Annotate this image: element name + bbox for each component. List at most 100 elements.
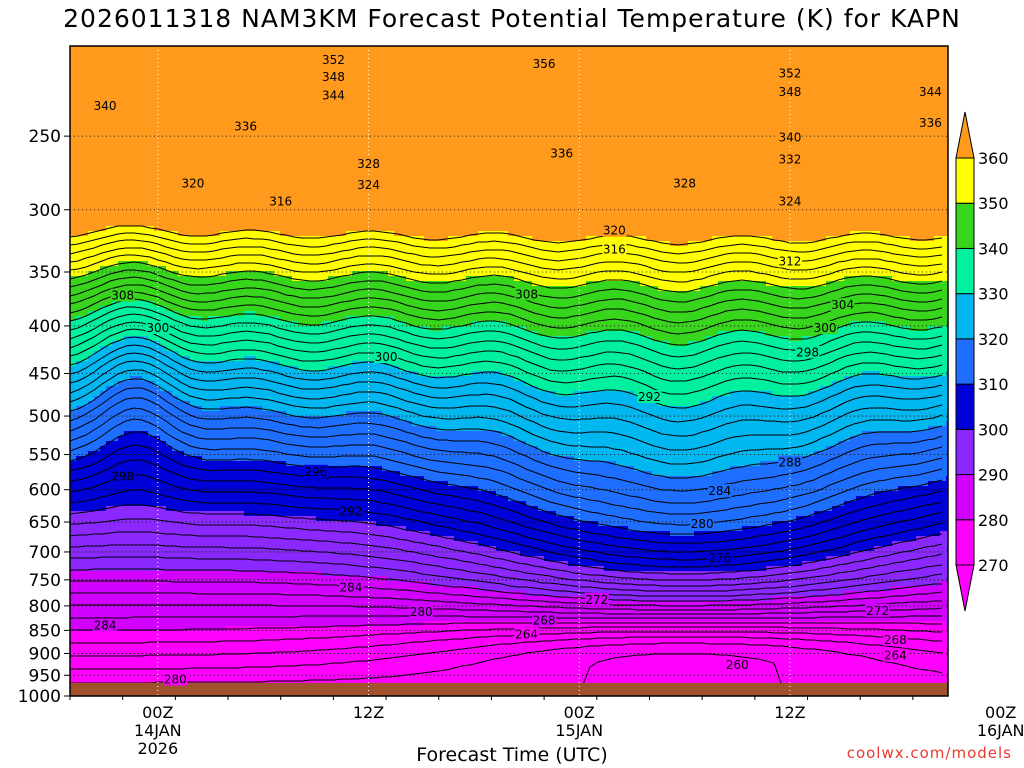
- field-cell: [634, 161, 641, 167]
- field-cell: [640, 156, 647, 162]
- field-cell: [178, 101, 185, 107]
- field-cell: [148, 131, 155, 137]
- field-cell: [154, 96, 161, 102]
- field-cell: [436, 96, 443, 102]
- field-cell: [76, 161, 83, 167]
- field-cell: [472, 81, 479, 87]
- field-cell: [178, 211, 185, 217]
- field-cell: [928, 196, 935, 202]
- field-cell: [160, 96, 167, 102]
- field-cell: [922, 191, 929, 197]
- field-cell: [754, 141, 761, 147]
- field-cell: [118, 156, 125, 162]
- field-cell: [484, 201, 491, 207]
- field-cell: [160, 196, 167, 202]
- field-cell: [406, 131, 413, 137]
- field-cell: [712, 156, 719, 162]
- field-cell: [244, 76, 251, 82]
- field-cell: [634, 191, 641, 197]
- field-cell: [130, 86, 137, 92]
- field-cell: [466, 191, 473, 197]
- field-cell: [184, 81, 191, 87]
- field-cell: [886, 166, 893, 172]
- field-cell: [676, 111, 683, 117]
- field-cell: [244, 86, 251, 92]
- field-cell: [922, 61, 929, 67]
- field-cell: [778, 116, 785, 122]
- field-cell: [502, 201, 509, 207]
- field-cell: [208, 131, 215, 137]
- field-cell: [586, 116, 593, 122]
- field-cell: [514, 131, 521, 137]
- field-cell: [256, 86, 263, 92]
- field-cell: [538, 96, 545, 102]
- field-cell: [826, 136, 833, 142]
- field-cell: [712, 186, 719, 192]
- field-cell: [850, 116, 857, 122]
- field-cell: [628, 151, 635, 157]
- field-cell: [820, 101, 827, 107]
- field-cell: [814, 146, 821, 152]
- field-cell: [898, 146, 905, 152]
- field-cell: [532, 191, 539, 197]
- field-cell: [262, 186, 269, 192]
- field-cell: [928, 51, 935, 57]
- field-cell: [580, 121, 587, 127]
- field-cell: [154, 171, 161, 177]
- field-cell: [358, 126, 365, 132]
- field-cell: [910, 181, 917, 187]
- field-cell: [412, 166, 419, 172]
- field-cell: [226, 156, 233, 162]
- field-cell: [172, 126, 179, 132]
- field-cell: [808, 81, 815, 87]
- field-cell: [742, 141, 749, 147]
- field-cell: [310, 151, 317, 157]
- field-cell: [268, 56, 275, 62]
- field-cell: [526, 106, 533, 112]
- field-cell: [718, 176, 725, 182]
- field-cell: [652, 136, 659, 142]
- field-cell: [832, 111, 839, 117]
- field-cell: [220, 51, 227, 57]
- field-cell: [568, 121, 575, 127]
- field-cell: [298, 121, 305, 127]
- field-cell: [820, 201, 827, 207]
- field-cell: [580, 151, 587, 157]
- field-cell: [460, 196, 467, 202]
- field-cell: [706, 96, 713, 102]
- field-cell: [640, 201, 647, 207]
- field-cell: [862, 51, 869, 57]
- field-cell: [112, 91, 119, 97]
- field-cell: [730, 66, 737, 72]
- field-cell: [664, 66, 671, 72]
- field-cell: [754, 186, 761, 192]
- field-cell: [544, 131, 551, 137]
- field-cell: [688, 91, 695, 97]
- field-cell: [868, 176, 875, 182]
- field-cell: [496, 96, 503, 102]
- field-cell: [142, 91, 149, 97]
- field-cell: [742, 51, 749, 57]
- field-cell: [340, 46, 347, 52]
- field-cell: [808, 156, 815, 162]
- field-cell: [448, 131, 455, 137]
- field-cell: [304, 131, 311, 137]
- field-cell: [766, 146, 773, 152]
- field-cell: [358, 201, 365, 207]
- field-cell: [484, 51, 491, 57]
- field-cell: [664, 211, 671, 217]
- field-cell: [376, 141, 383, 147]
- field-cell: [670, 56, 677, 62]
- field-cell: [562, 166, 569, 172]
- field-cell: [190, 151, 197, 157]
- field-cell: [616, 106, 623, 112]
- field-cell: [412, 86, 419, 92]
- field-cell: [256, 71, 263, 77]
- field-cell: [166, 201, 173, 207]
- field-cell: [904, 101, 911, 107]
- field-cell: [400, 56, 407, 62]
- field-cell: [640, 141, 647, 147]
- field-cell: [304, 161, 311, 167]
- field-cell: [712, 206, 719, 212]
- field-cell: [352, 71, 359, 77]
